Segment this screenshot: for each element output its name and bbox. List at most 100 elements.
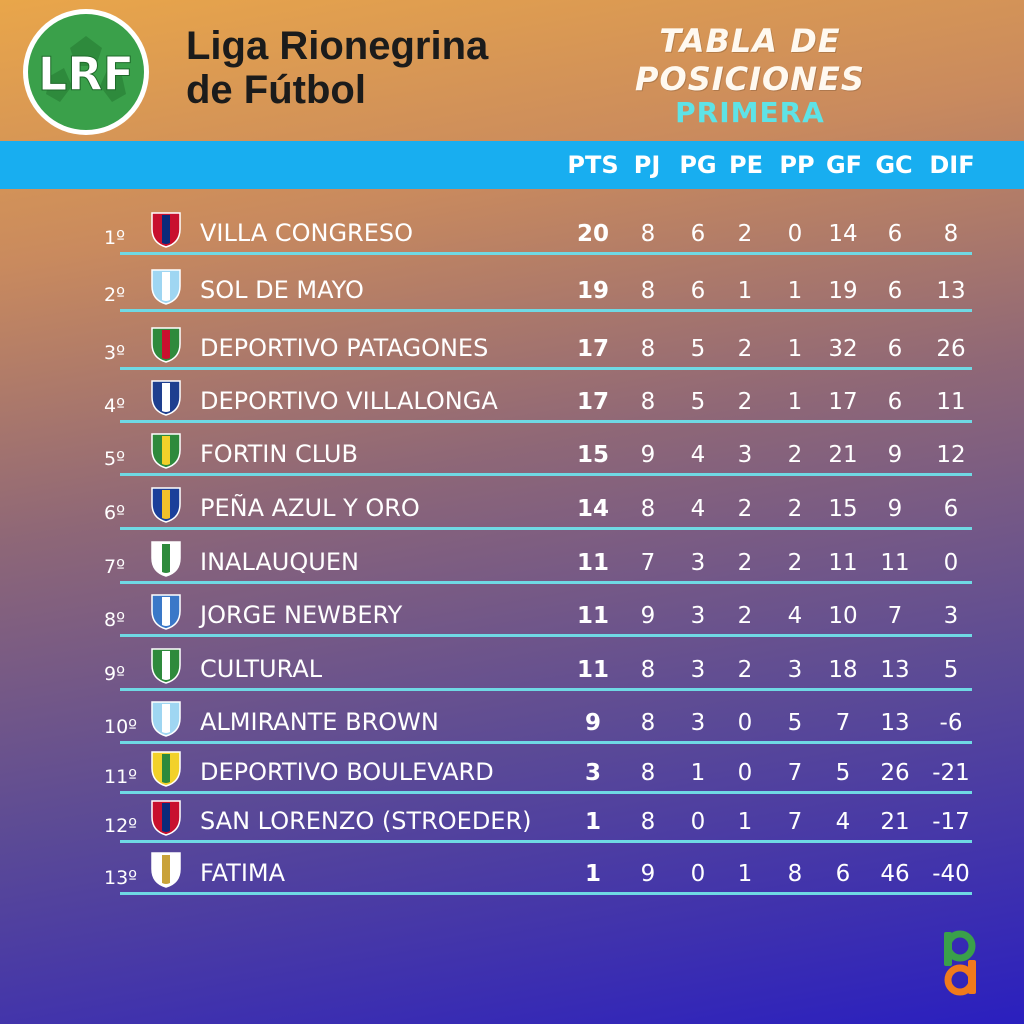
table-row: 7º INALAUQUEN 11 7 3 2 2 11 11 0 <box>0 532 1024 584</box>
row-divider <box>120 892 972 895</box>
row-position: 6º <box>104 502 126 524</box>
cell-gc: 13 <box>880 657 910 683</box>
team-name: VILLA CONGRESO <box>200 219 413 247</box>
cell-pj: 9 <box>640 861 656 887</box>
cell-pj: 8 <box>640 389 656 415</box>
row-position: 7º <box>104 556 126 578</box>
row-divider <box>120 367 972 370</box>
cell-pts: 11 <box>576 603 609 629</box>
jorge-newbery-crest-icon <box>151 594 181 630</box>
cell-dif: -6 <box>939 710 963 736</box>
cell-pe: 0 <box>737 710 753 736</box>
cell-pg: 0 <box>690 809 706 835</box>
row-divider <box>120 840 972 843</box>
pd-logo-icon <box>944 930 976 996</box>
row-divider <box>120 420 972 423</box>
cell-pj: 8 <box>640 496 656 522</box>
cell-pg: 3 <box>690 657 706 683</box>
cell-dif: 0 <box>943 550 959 576</box>
cell-gc: 6 <box>887 278 903 304</box>
cell-gf: 18 <box>828 657 858 683</box>
cell-pp: 7 <box>787 760 803 786</box>
cell-pts: 19 <box>576 278 609 304</box>
cell-pe: 2 <box>737 496 753 522</box>
cell-pg: 5 <box>690 389 706 415</box>
cell-dif: 5 <box>943 657 959 683</box>
col-header-gc: GC <box>875 151 913 179</box>
cell-gf: 17 <box>828 389 858 415</box>
table-row: 12º SAN LORENZO (STROEDER) 1 8 0 1 7 4 21 -17 <box>0 791 1024 843</box>
team-name: DEPORTIVO BOULEVARD <box>200 758 494 786</box>
row-divider <box>120 634 972 637</box>
cell-pp: 2 <box>787 496 803 522</box>
cell-pj: 9 <box>640 603 656 629</box>
cell-gc: 6 <box>887 336 903 362</box>
cell-pe: 2 <box>737 550 753 576</box>
team-name: DEPORTIVO VILLALONGA <box>200 387 498 415</box>
cell-dif: 13 <box>936 278 966 304</box>
almirante-brown-crest-icon <box>151 701 181 737</box>
cell-pts: 9 <box>584 710 601 736</box>
team-name: ALMIRANTE BROWN <box>200 708 439 736</box>
cell-pj: 8 <box>640 760 656 786</box>
cell-pp: 1 <box>787 278 803 304</box>
row-divider <box>120 581 972 584</box>
row-position: 1º <box>104 227 126 249</box>
cell-pg: 3 <box>690 710 706 736</box>
cell-pts: 17 <box>576 336 609 362</box>
cell-pg: 5 <box>690 336 706 362</box>
cell-pg: 0 <box>690 861 706 887</box>
league-name: Liga Rionegrina de Fútbol <box>186 24 488 112</box>
table-row: 5º FORTIN CLUB 15 9 4 3 2 21 9 12 <box>0 424 1024 476</box>
team-name: FORTIN CLUB <box>200 440 358 468</box>
cell-pp: 8 <box>787 861 803 887</box>
cell-pts: 11 <box>576 657 609 683</box>
deportivo-boulevard-crest-icon <box>151 751 181 787</box>
cell-pp: 5 <box>787 710 803 736</box>
cell-pts: 1 <box>584 861 601 887</box>
villa-congreso-crest-icon <box>151 212 181 248</box>
cell-dif: 12 <box>936 442 966 468</box>
cell-pts: 15 <box>576 442 609 468</box>
deportivo-villalonga-crest-icon <box>151 380 181 416</box>
cell-pj: 7 <box>640 550 656 576</box>
row-position: 4º <box>104 395 126 417</box>
cell-gc: 6 <box>887 221 903 247</box>
table-row: 13º FATIMA 1 9 0 1 8 6 46 -40 <box>0 843 1024 895</box>
cell-pp: 1 <box>787 336 803 362</box>
page-title: TABLA DE POSICIONES <box>635 22 865 98</box>
cell-gc: 46 <box>880 861 910 887</box>
cell-gf: 6 <box>835 861 851 887</box>
cell-dif: -21 <box>932 760 970 786</box>
team-name: SAN LORENZO (STROEDER) <box>200 807 532 835</box>
cell-gc: 7 <box>887 603 903 629</box>
cell-pp: 2 <box>787 550 803 576</box>
cell-gf: 11 <box>828 550 858 576</box>
cell-gc: 26 <box>880 760 910 786</box>
table-row: 8º JORGE NEWBERY 11 9 3 2 4 10 7 3 <box>0 585 1024 637</box>
cell-dif: -40 <box>932 861 970 887</box>
cell-pp: 2 <box>787 442 803 468</box>
table-row: 4º DEPORTIVO VILLALONGA 17 8 5 2 1 17 6 11 <box>0 371 1024 423</box>
team-name: DEPORTIVO PATAGONES <box>200 334 489 362</box>
row-position: 8º <box>104 609 126 631</box>
col-header-pj: PJ <box>633 151 661 179</box>
cell-pe: 1 <box>737 278 753 304</box>
cell-pg: 4 <box>690 442 706 468</box>
cell-gc: 9 <box>887 496 903 522</box>
cell-pg: 6 <box>690 221 706 247</box>
row-position: 2º <box>104 284 126 306</box>
sol-de-mayo-crest-icon <box>151 269 181 305</box>
cell-pe: 2 <box>737 389 753 415</box>
cell-dif: 11 <box>936 389 966 415</box>
team-name: CULTURAL <box>200 655 323 683</box>
cell-gc: 9 <box>887 442 903 468</box>
cell-pp: 1 <box>787 389 803 415</box>
cell-pj: 8 <box>640 221 656 247</box>
division-label: PRIMERA <box>675 96 825 129</box>
col-header-pg: PG <box>679 151 717 179</box>
cell-gc: 13 <box>880 710 910 736</box>
row-divider <box>120 473 972 476</box>
league-name-line2: de Fútbol <box>186 68 366 112</box>
san-lorenzo-crest-icon <box>151 800 181 836</box>
